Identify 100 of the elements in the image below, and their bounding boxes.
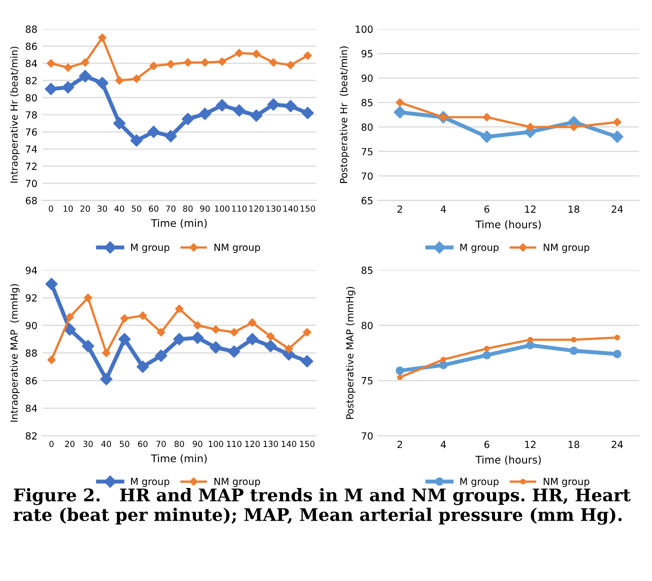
point <box>613 350 622 358</box>
point <box>250 110 262 122</box>
point <box>96 76 108 90</box>
point <box>115 76 124 85</box>
y-tick-label: 82 <box>26 432 37 440</box>
legend-label: NM group <box>544 478 590 488</box>
x-tick-label: 150 <box>300 440 314 448</box>
x-tick-label: 18 <box>568 440 580 448</box>
point <box>228 345 240 358</box>
point <box>193 321 202 330</box>
point <box>396 366 404 375</box>
point <box>302 106 314 120</box>
caption: Figure 2. HR and MAP trends in M and NM groups. HR, Heart rate (beat per minute); MAP, Mean arterial pressure (mm Hg). <box>14 488 631 525</box>
point <box>440 356 446 362</box>
y-tick-label: 75 <box>362 148 372 156</box>
x-tick-label: 18 <box>568 205 580 213</box>
point <box>164 130 177 142</box>
x-tick-label: 4 <box>440 440 446 448</box>
point <box>175 304 184 313</box>
point <box>230 328 238 336</box>
point <box>45 278 58 290</box>
point <box>269 58 278 67</box>
point <box>120 314 129 323</box>
point <box>264 340 277 352</box>
x-tick-label: 2 <box>398 205 402 213</box>
point <box>611 130 624 143</box>
y-tick-label: 88 <box>26 26 37 33</box>
y-tick-label: 86 <box>26 42 37 50</box>
point <box>44 82 58 96</box>
x-tick-label: 60 <box>148 205 158 212</box>
point <box>614 334 620 340</box>
point <box>284 344 293 353</box>
point <box>286 60 295 70</box>
y-tick-label: 85 <box>362 98 372 106</box>
point <box>82 340 94 352</box>
point <box>484 346 490 352</box>
point <box>570 336 577 342</box>
legend-label: M group <box>460 244 499 253</box>
x-tick-label: 120 <box>245 440 260 448</box>
point <box>66 312 74 322</box>
y-tick-label: 100 <box>356 26 373 33</box>
x-tick-label: 50 <box>132 205 142 212</box>
point <box>64 63 72 72</box>
point <box>182 112 194 126</box>
point <box>482 351 491 360</box>
x-tick-label: 6 <box>484 440 490 448</box>
y-tick-label: 94 <box>26 266 37 274</box>
y-tick-label: 92 <box>26 294 37 302</box>
point <box>528 336 534 342</box>
x-tick-label: 40 <box>114 205 124 212</box>
x-tick-label: 90 <box>192 440 202 448</box>
point <box>304 51 312 60</box>
x-tick-label: 150 <box>300 205 316 212</box>
point <box>84 294 92 302</box>
point <box>156 328 166 336</box>
point <box>233 104 246 117</box>
y-axis-title: Intraoperative MAP (mmHg) <box>10 284 20 422</box>
point <box>480 130 493 143</box>
x-tick-label: 30 <box>83 440 93 448</box>
point <box>98 33 106 42</box>
point <box>79 70 92 82</box>
x-tick-label: 80 <box>183 205 193 212</box>
x-axis-title: Time (hours) <box>475 220 541 230</box>
x-tick-label: 110 <box>227 440 242 448</box>
y-tick-label: 80 <box>362 123 373 131</box>
point <box>302 328 312 336</box>
x-tick-label: 30 <box>98 205 108 212</box>
point <box>130 134 143 147</box>
legend-label: NM group <box>214 244 260 253</box>
point <box>397 374 403 380</box>
point <box>198 108 212 120</box>
point <box>132 74 141 83</box>
x-tick-label: 100 <box>215 205 230 212</box>
x-tick-label: 20 <box>65 440 75 448</box>
y-tick-label: 70 <box>26 180 37 188</box>
point <box>118 333 131 346</box>
point <box>100 373 112 386</box>
y-tick-label: 88 <box>26 349 37 357</box>
x-tick-label: 80 <box>174 440 184 448</box>
y-tick-label: 74 <box>26 146 37 153</box>
y-tick-label: 70 <box>362 172 373 180</box>
point <box>173 333 186 346</box>
point <box>184 58 192 67</box>
point <box>149 62 158 70</box>
legend-label: M group <box>131 244 170 253</box>
y-tick-label: 65 <box>362 196 372 204</box>
point <box>570 122 578 132</box>
y-tick-label: 75 <box>362 377 372 384</box>
point <box>248 318 256 327</box>
point <box>191 332 204 344</box>
point <box>526 122 534 132</box>
point <box>235 48 244 58</box>
point <box>154 350 168 362</box>
y-tick-label: 80 <box>26 94 37 102</box>
x-tick-label: 70 <box>156 440 166 448</box>
point <box>482 113 491 122</box>
y-axis-title: Postoperative Hr (beat/min) <box>340 46 350 183</box>
x-tick-label: 20 <box>80 205 90 212</box>
legend-label: NM group <box>214 478 260 488</box>
y-tick-label: 78 <box>26 111 37 119</box>
